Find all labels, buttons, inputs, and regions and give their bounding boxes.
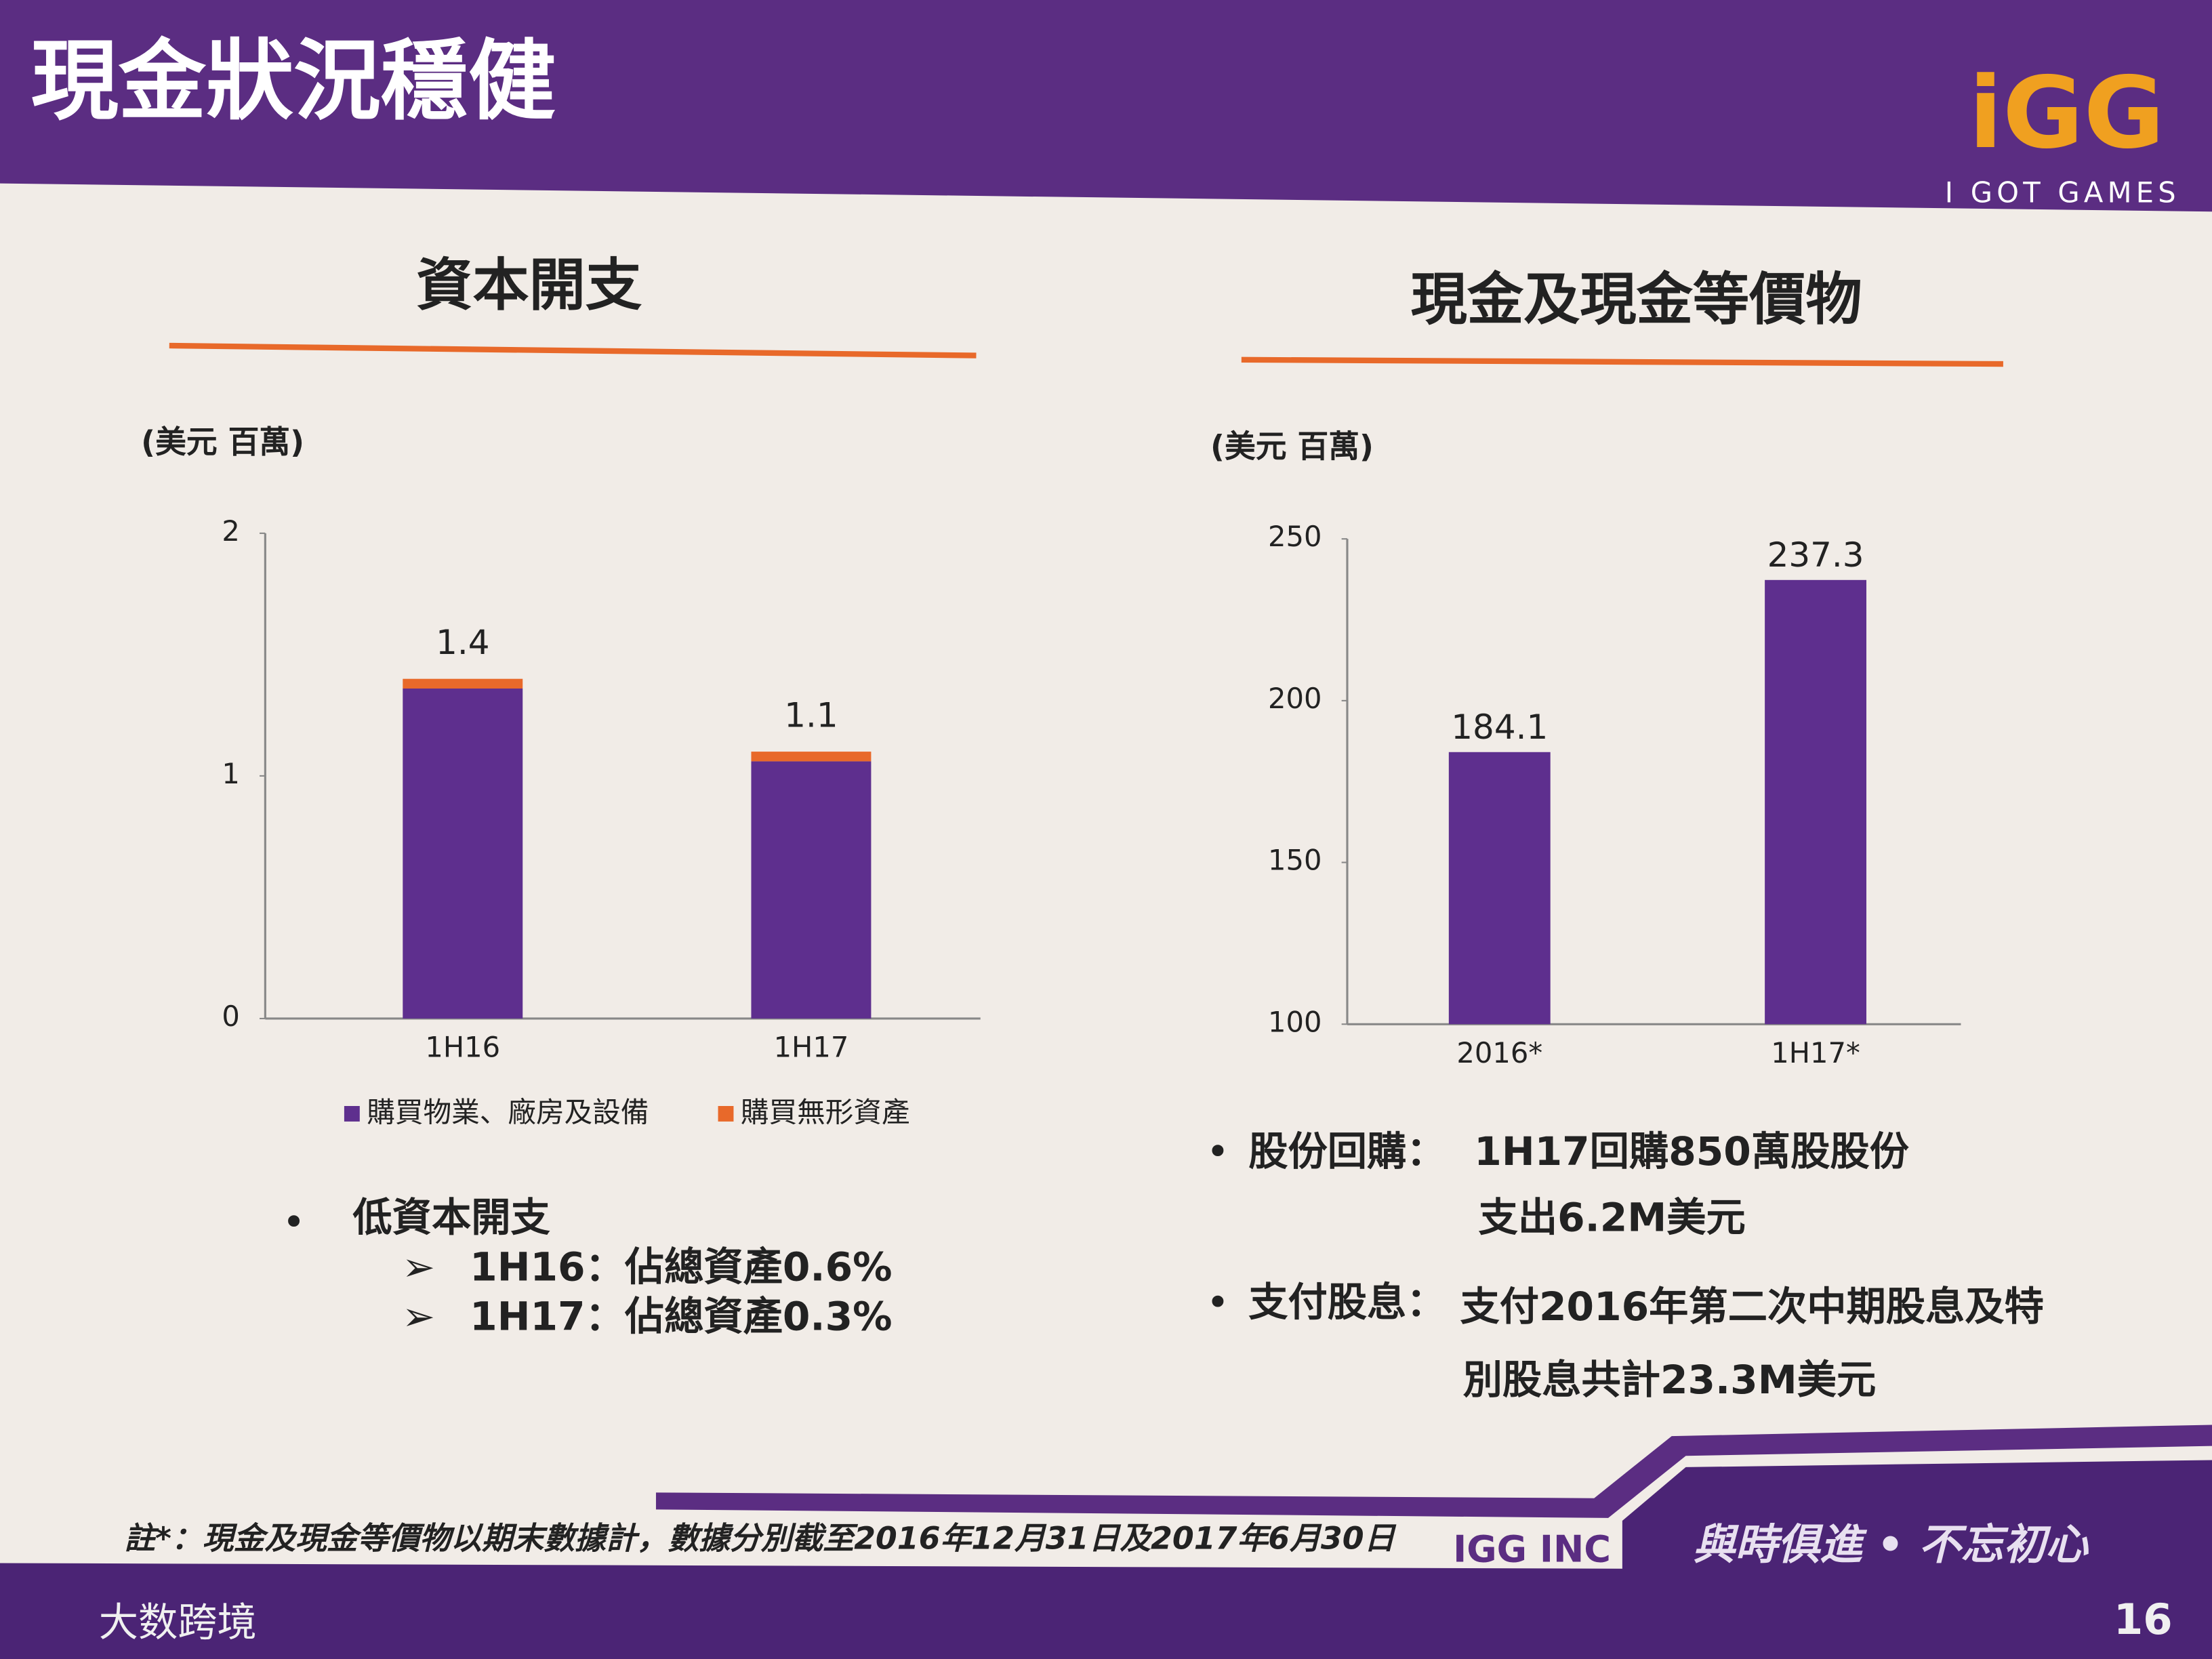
company-name: IGG INC bbox=[1453, 1528, 1611, 1570]
chart-title: 資本開支 bbox=[416, 253, 642, 319]
total-label: 1.4 bbox=[436, 623, 489, 662]
value-label: 237.3 bbox=[1767, 535, 1864, 575]
footer-stripe bbox=[655, 1425, 2212, 1518]
bar-segment bbox=[751, 761, 872, 1019]
page-number: 16 bbox=[2114, 1595, 2173, 1644]
bullet-dot: • bbox=[1206, 1279, 1229, 1326]
footer-band bbox=[0, 1460, 2212, 1659]
y-tick-label: 2 bbox=[222, 514, 239, 548]
bullet-line: 1H17回購850萬股股份 bbox=[1474, 1128, 1909, 1174]
footnote: 註*：現金及現金等價物以期末數據計，數據分別截至2016年12月31日及2017… bbox=[124, 1520, 1396, 1557]
bullet-line: 支出6.2M美元 bbox=[1479, 1195, 1746, 1241]
unit-label: (美元 百萬) bbox=[141, 424, 304, 460]
bar-segment bbox=[403, 689, 523, 1019]
bullet-arrow: ➢ bbox=[402, 1293, 435, 1339]
y-tick-label: 100 bbox=[1268, 1005, 1322, 1038]
y-tick-label: 250 bbox=[1268, 520, 1322, 553]
x-tick-label: 1H16 bbox=[425, 1031, 500, 1064]
bullet-item: 1H16：佔總資產0.6% bbox=[470, 1244, 892, 1290]
bullet-dot: • bbox=[1206, 1128, 1229, 1174]
value-label: 184.1 bbox=[1451, 708, 1548, 747]
bullet-label: 股份回購： bbox=[1248, 1128, 1446, 1174]
chart-title: 現金及現金等價物 bbox=[1411, 266, 1862, 332]
legend-swatch bbox=[718, 1106, 734, 1122]
y-tick-label: 0 bbox=[222, 1000, 239, 1033]
legend-swatch bbox=[344, 1106, 360, 1122]
bullet-item: 1H17：佔總資產0.3% bbox=[470, 1293, 892, 1339]
bullet-dot: • bbox=[282, 1199, 305, 1245]
bullet-line: 別股息共計23.3M美元 bbox=[1463, 1357, 1877, 1403]
unit-label: (美元 百萬) bbox=[1210, 428, 1374, 464]
logo: iGG bbox=[1969, 56, 2165, 171]
x-tick-label: 1H17 bbox=[774, 1031, 849, 1064]
bar-segment bbox=[403, 678, 523, 689]
slide-title: 現金狀況穩健 bbox=[31, 30, 556, 132]
bullet-label: 支付股息： bbox=[1248, 1279, 1446, 1326]
bar-segment bbox=[751, 752, 872, 762]
watermark: 大数跨境 bbox=[99, 1599, 257, 1645]
x-tick-label: 2016* bbox=[1456, 1036, 1542, 1069]
legend-label: 購買物業、廠房及設備 bbox=[367, 1095, 649, 1128]
bar bbox=[1448, 752, 1551, 1025]
title-underline bbox=[1241, 356, 2003, 367]
total-label: 1.1 bbox=[784, 696, 838, 735]
bullet-line: 支付2016年第二次中期股息及特 bbox=[1460, 1284, 2043, 1330]
logo-tagline: I GOT GAMES bbox=[1945, 176, 2180, 209]
bar bbox=[1765, 579, 1866, 1025]
slogan: 與時俱進 • 不忘初心 bbox=[1693, 1520, 2089, 1570]
y-tick-label: 200 bbox=[1268, 682, 1322, 715]
bullet-heading: 低資本開支 bbox=[352, 1195, 550, 1241]
y-tick-label: 150 bbox=[1268, 844, 1322, 877]
bullet-arrow: ➢ bbox=[402, 1244, 435, 1290]
legend-label: 購買無形資產 bbox=[741, 1095, 910, 1128]
title-underline bbox=[169, 342, 977, 359]
y-tick-label: 1 bbox=[222, 757, 239, 790]
x-tick-label: 1H17* bbox=[1771, 1036, 1860, 1069]
header-band bbox=[0, 0, 2212, 212]
